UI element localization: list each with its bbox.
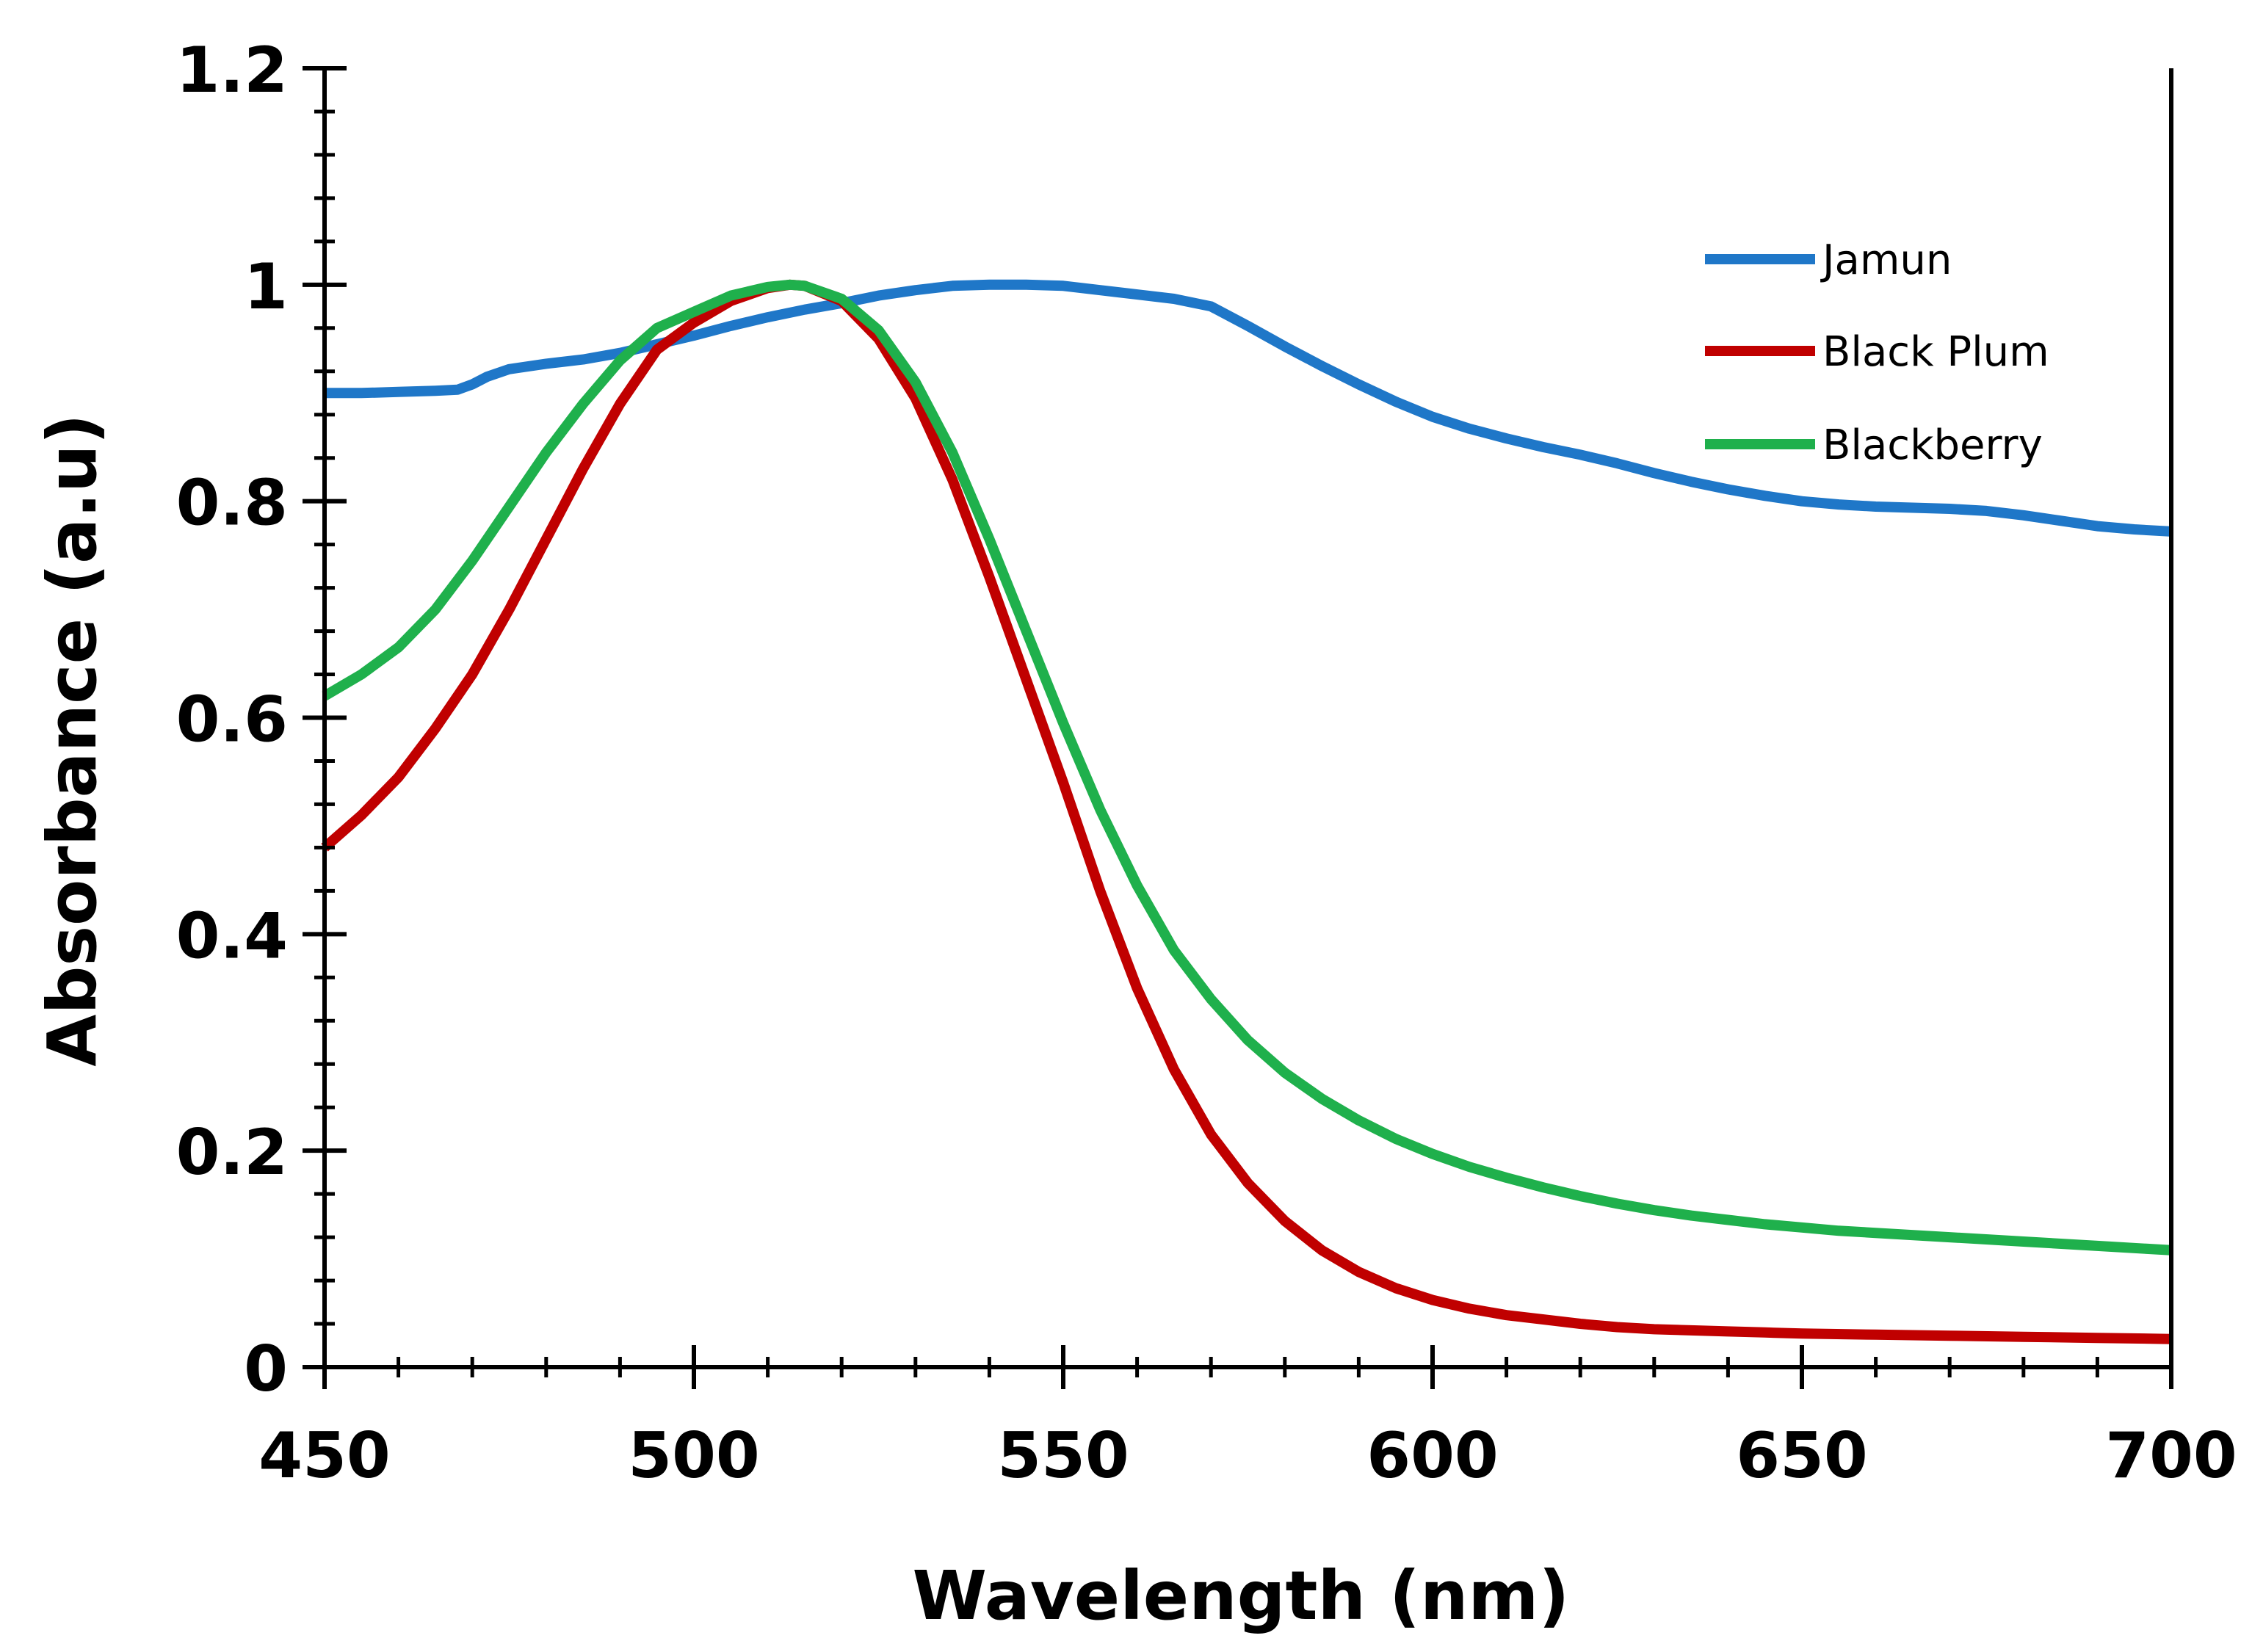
x-axis-title: Wavelength (nm) [913,1557,1570,1635]
series-layer [321,279,2172,1344]
legend-label-blackberry: Blackberry [1822,421,2043,469]
y-axis-title: Absorbance (a.u) [33,413,112,1066]
y-tick-label: 0.8 [176,467,288,540]
x-tick-label: 450 [258,1419,391,1493]
series-line-blackberry [322,279,2172,1256]
series-line-black-plum [321,279,2172,1344]
y-tick-label: 1.2 [176,34,288,107]
legend: Jamun Black Plum Blackberry [1705,236,2049,469]
y-tick-label: 0.2 [176,1116,288,1189]
y-tick-label: 0.4 [176,899,288,973]
series-line-jamun [325,279,2172,537]
y-tick-label: 0 [244,1333,288,1406]
x-tick-label: 550 [997,1419,1129,1493]
x-tick-label: 650 [1736,1419,1868,1493]
axes-layer: 0 0.2 0.4 0.6 0.8 1 1.2 450 500 550 600 650 700 [176,34,2237,1493]
legend-label-black-plum: Black Plum [1822,328,2049,376]
legend-label-jamun: Jamun [1820,236,1952,284]
y-tick-label: 1 [244,250,288,324]
x-tick-label: 700 [2105,1419,2237,1493]
y-tick-label: 0.6 [176,684,288,757]
x-tick-label: 500 [628,1419,760,1493]
x-tick-label: 600 [1366,1419,1499,1493]
